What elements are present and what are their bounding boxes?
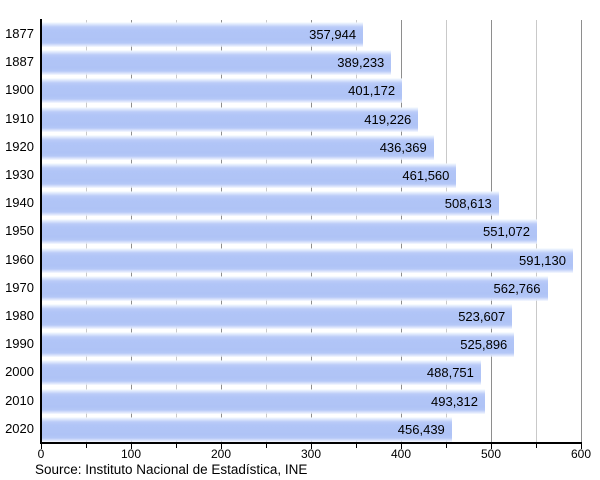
y-axis-label: 1940 bbox=[5, 195, 34, 211]
y-axis-label: 1970 bbox=[5, 279, 34, 295]
bar: 523,607 bbox=[41, 304, 513, 329]
x-axis-tick-550 bbox=[536, 443, 538, 448]
bar: 401,172 bbox=[41, 78, 403, 104]
bar-value-label: 551,072 bbox=[483, 224, 530, 240]
bar-row-1940: 1940 508,613 bbox=[0, 189, 600, 218]
bar-value-label: 357,944 bbox=[309, 27, 357, 42]
bar: 419,226 bbox=[41, 106, 419, 132]
x-axis-tick-label: 600 bbox=[570, 447, 592, 461]
bar: 488,751 bbox=[41, 360, 481, 386]
bar-value-label: 523,607 bbox=[458, 309, 506, 324]
x-axis-tick-0 bbox=[41, 443, 43, 449]
bar-value-label: 461,560 bbox=[402, 168, 450, 183]
y-axis-label: 1877 bbox=[5, 26, 34, 41]
x-axis-tick-label: 0 bbox=[37, 447, 45, 461]
y-axis-label: 1960 bbox=[5, 251, 34, 267]
bar: 508,613 bbox=[41, 191, 499, 217]
bar-row-2020: 2020 456,439 bbox=[0, 415, 600, 444]
y-axis-label: 2000 bbox=[5, 364, 34, 380]
bar: 562,766 bbox=[41, 275, 548, 301]
x-axis-tick-label: 200 bbox=[210, 447, 232, 461]
bar-row-1887: 1887 389,233 bbox=[0, 48, 600, 77]
y-axis-label: 1930 bbox=[5, 167, 34, 182]
y-axis-label: 1990 bbox=[5, 336, 34, 352]
bar: 389,233 bbox=[41, 50, 392, 76]
bar: 461,560 bbox=[41, 163, 457, 188]
x-axis-tick-label: 400 bbox=[390, 447, 412, 461]
bar-row-1920: 1920 436,369 bbox=[0, 133, 600, 162]
bar: 551,072 bbox=[41, 219, 537, 245]
x-axis-tick-400 bbox=[401, 443, 403, 449]
bar: 525,896 bbox=[41, 332, 515, 358]
bar-value-label: 389,233 bbox=[337, 55, 385, 71]
bar-row-1877: 1877 357,944 bbox=[0, 20, 600, 49]
x-axis-tick-300 bbox=[311, 443, 313, 449]
bar: 493,312 bbox=[41, 388, 485, 414]
bar-value-label: 493,312 bbox=[431, 393, 478, 409]
bar-row-2000: 2000 488,751 bbox=[0, 358, 600, 387]
x-axis-tick-50 bbox=[86, 443, 88, 448]
x-axis-tick-150 bbox=[176, 443, 178, 448]
bar-row-2010: 2010 493,312 bbox=[0, 387, 600, 416]
x-axis-tick-250 bbox=[266, 443, 268, 448]
y-axis-label: 1920 bbox=[5, 138, 34, 154]
gridline-major-600 bbox=[581, 20, 582, 443]
x-axis-tick-label: 500 bbox=[480, 447, 502, 461]
bar-value-label: 419,226 bbox=[364, 111, 412, 127]
bar-row-1970: 1970 562,766 bbox=[0, 274, 600, 303]
bar-row-1950: 1950 551,072 bbox=[0, 217, 600, 246]
bar-value-label: 488,751 bbox=[426, 365, 474, 381]
y-axis-label: 1887 bbox=[5, 54, 34, 70]
bar-value-label: 401,172 bbox=[348, 83, 396, 99]
bar: 456,439 bbox=[41, 416, 452, 442]
x-axis-tick-500 bbox=[491, 443, 493, 449]
bar: 357,944 bbox=[41, 22, 364, 47]
x-axis-tick-600 bbox=[581, 443, 583, 449]
bar-row-1900: 1900 401,172 bbox=[0, 76, 600, 105]
x-axis-line bbox=[40, 442, 582, 444]
bar-value-label: 562,766 bbox=[493, 280, 541, 296]
x-axis-tick-450 bbox=[446, 443, 448, 448]
bar-value-label: 456,439 bbox=[397, 421, 445, 437]
bar-value-label: 508,613 bbox=[444, 196, 492, 212]
x-axis-tick-350 bbox=[356, 443, 358, 448]
y-axis-line bbox=[40, 19, 42, 443]
bar-row-1930: 1930 461,560 bbox=[0, 161, 600, 190]
y-axis-label: 1980 bbox=[5, 308, 34, 323]
y-axis-label: 1900 bbox=[5, 82, 34, 98]
bar-row-1960: 1960 591,130 bbox=[0, 246, 600, 275]
bar-row-1910: 1910 419,226 bbox=[0, 105, 600, 134]
y-axis-label: 2020 bbox=[5, 420, 34, 436]
bar-value-label: 436,369 bbox=[379, 139, 427, 155]
x-axis-tick-label: 100 bbox=[120, 447, 142, 461]
bar: 591,130 bbox=[41, 247, 573, 273]
y-axis-label: 1950 bbox=[5, 223, 34, 239]
bar: 436,369 bbox=[41, 134, 434, 160]
source-caption: Source: Instituto Nacional de Estadístic… bbox=[35, 462, 308, 477]
y-axis-label: 2010 bbox=[5, 392, 34, 408]
bar-row-1990: 1990 525,896 bbox=[0, 330, 600, 359]
x-axis-tick-200 bbox=[221, 443, 223, 449]
bar-value-label: 525,896 bbox=[460, 337, 508, 353]
bar-row-1980: 1980 523,607 bbox=[0, 302, 600, 331]
x-axis-tick-label: 300 bbox=[300, 447, 322, 461]
y-axis-label: 1910 bbox=[5, 110, 34, 126]
x-axis-tick-100 bbox=[131, 443, 133, 449]
bar-value-label: 591,130 bbox=[519, 252, 566, 268]
